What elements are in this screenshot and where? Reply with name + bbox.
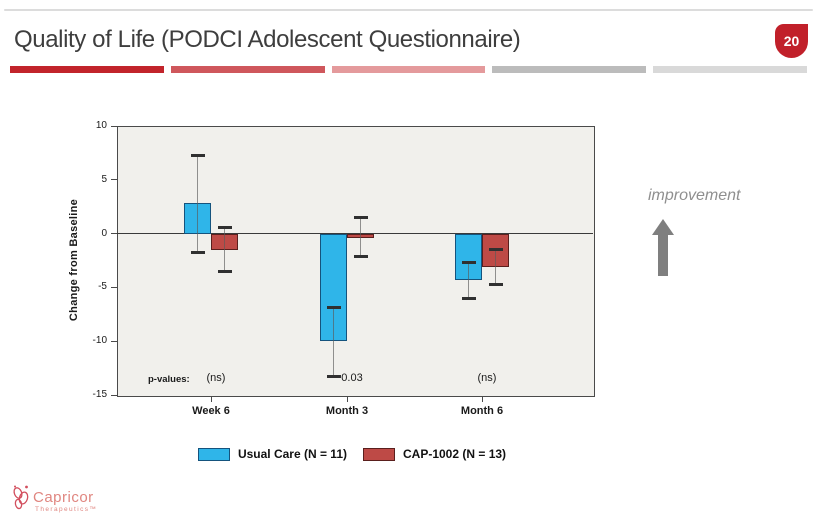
error-bar-line-usual-care-month-6 — [468, 261, 469, 299]
y-tick-label: 10 — [95, 120, 107, 131]
error-bar-cap-bottom-usual-care-month-6 — [461, 297, 476, 301]
p-value-month-6: (ns) — [477, 372, 497, 384]
title-accent-bars — [10, 66, 807, 73]
accent-bar-1 — [10, 66, 164, 73]
p-value-month-3: 0.03 — [341, 372, 363, 384]
y-tick-mark — [111, 340, 117, 342]
error-bar-cap-top-usual-care-week-6 — [190, 154, 205, 158]
legend-label-usual-care: Usual Care (N = 11) — [237, 447, 347, 461]
legend-item-cap-1002: CAP-1002 (N = 13) — [363, 447, 506, 461]
up-arrow-head — [652, 219, 674, 235]
error-bar-line-cap1002-month-3 — [360, 217, 361, 257]
up-arrow-icon — [652, 219, 674, 276]
y-tick-mark — [111, 286, 117, 288]
y-tick-label: 5 — [101, 173, 107, 185]
capricor-logo-name: Capricor — [33, 489, 94, 506]
error-bar-line-cap1002-month-6 — [495, 248, 496, 285]
capricor-logo-text: Capricor Therapeutics™ — [33, 490, 97, 514]
p-value-week-6: (ns) — [206, 372, 226, 384]
slide-top-rule — [4, 9, 813, 11]
y-tick-mark — [111, 179, 117, 181]
y-tick-mark — [111, 394, 117, 396]
y-tick-label: -15 — [92, 389, 107, 400]
error-bar-line-usual-care-week-6 — [197, 155, 198, 252]
error-bar-cap-top-cap1002-month-3 — [353, 216, 368, 220]
legend-swatch-cap-1002 — [363, 447, 395, 461]
capricor-logo-subtitle: Therapeutics™ — [35, 506, 98, 513]
error-bar-cap-top-usual-care-month-6 — [461, 260, 476, 264]
accent-bar-3 — [331, 66, 486, 73]
legend-item-usual-care: Usual Care (N = 11) — [197, 447, 347, 461]
y-tick-label: -10 — [92, 335, 107, 347]
improvement-annotation: improvement — [648, 187, 741, 204]
legend-label-cap-1002: CAP-1002 (N = 13) — [403, 447, 507, 461]
up-arrow-stem — [658, 235, 668, 276]
legend-swatch-usual-care — [197, 447, 230, 461]
chart-legend: Usual Care (N = 11) CAP-1002 (N = 13) — [102, 447, 602, 461]
error-bar-line-usual-care-month-3 — [333, 306, 334, 376]
x-tick-mark — [481, 396, 483, 402]
capricor-logo: Capricor Therapeutics™ — [11, 481, 97, 514]
p-values-label: p-values: — [148, 374, 190, 385]
error-bar-cap-bottom-usual-care-week-6 — [190, 250, 205, 254]
y-tick-mark — [111, 125, 117, 127]
y-tick-label: -5 — [98, 281, 107, 293]
error-bar-cap-top-cap1002-month-6 — [488, 247, 503, 251]
plot-area — [117, 126, 595, 397]
y-axis-title: Change from Baseline — [68, 198, 80, 322]
y-tick-mark — [111, 233, 117, 235]
error-bar-cap-bottom-cap1002-month-6 — [488, 283, 503, 287]
y-tick-label: 0 — [101, 227, 107, 239]
accent-bar-5 — [653, 66, 807, 73]
page-number: 20 — [783, 33, 800, 49]
x-tick-mark — [346, 396, 348, 402]
accent-bar-4 — [492, 66, 647, 73]
x-tick-label-month-6: Month 6 — [460, 405, 504, 417]
error-bar-cap-top-cap1002-week-6 — [217, 226, 232, 230]
x-tick-label-month-3: Month 3 — [325, 405, 369, 417]
error-bar-cap-bottom-cap1002-week-6 — [217, 270, 232, 274]
x-tick-mark — [210, 396, 212, 402]
capricor-logo-icon — [13, 485, 29, 510]
page-title: Quality of Life (PODCI Adolescent Questi… — [14, 26, 521, 53]
bar-usual-care-month-6 — [455, 233, 482, 280]
x-tick-label-week-6: Week 6 — [192, 405, 230, 417]
error-bar-cap-bottom-cap1002-month-3 — [353, 255, 368, 259]
error-bar-cap-top-usual-care-month-3 — [326, 305, 341, 309]
error-bar-line-cap1002-week-6 — [224, 227, 225, 272]
error-bar-cap-bottom-usual-care-month-3 — [326, 374, 341, 378]
page-number-badge: 20 — [775, 24, 808, 58]
accent-bar-2 — [170, 66, 325, 73]
